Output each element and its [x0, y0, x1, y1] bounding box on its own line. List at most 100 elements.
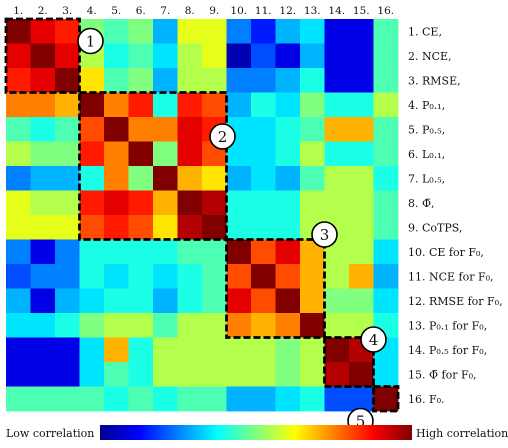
x-tick-label: 11. [255, 5, 272, 17]
heatmap-cell [226, 166, 252, 191]
heatmap-cell [226, 92, 252, 118]
heatmap-cell [30, 264, 56, 289]
heatmap-cell [30, 19, 56, 44]
heatmap-cell [202, 288, 227, 314]
heatmap-cell [153, 68, 178, 93]
heatmap-cell [79, 190, 105, 216]
heatmap-cell [226, 215, 252, 240]
heatmap-cell [55, 264, 80, 289]
x-tick-label: 7. [160, 5, 170, 17]
heatmap-cell [275, 117, 301, 142]
heatmap-cell [251, 386, 276, 412]
heatmap-cell [300, 313, 325, 338]
x-tick-label: 12. [279, 5, 296, 17]
x-tick-label: 10. [230, 5, 247, 17]
heatmap-cell [349, 141, 374, 167]
heatmap-cell [226, 386, 252, 412]
heatmap-cell [55, 117, 80, 142]
heatmap-cell [177, 239, 203, 265]
heatmap-cell [202, 215, 227, 240]
x-tick-label: 1. [13, 5, 23, 17]
row-label: 5. P₀.₅, [408, 123, 445, 136]
heatmap-cell [6, 362, 31, 387]
heatmap-cell [251, 362, 276, 387]
heatmap-cell [55, 141, 80, 167]
heatmap-cell [30, 92, 56, 118]
heatmap-cell [324, 190, 350, 216]
heatmap-cell [55, 43, 80, 69]
heatmap-cell [30, 337, 56, 363]
heatmap-cell [104, 386, 129, 412]
heatmap-cell [324, 43, 350, 69]
heatmap-cell [324, 337, 350, 363]
heatmap-cell [55, 337, 80, 363]
heatmap-cell [300, 141, 325, 167]
heatmap-cell [79, 239, 105, 265]
heatmap-cell [373, 215, 399, 240]
heatmap-cell [324, 386, 350, 412]
row-label: 1. CE, [408, 25, 442, 38]
row-label: 14. P₀.₅ for F₀, [408, 344, 487, 357]
heatmap-cell [6, 68, 31, 93]
row-label: 2. NCE, [408, 50, 452, 63]
group-badge-number: 3 [320, 226, 330, 244]
heatmap-cell [275, 43, 301, 69]
heatmap-cell [79, 386, 105, 412]
heatmap-cell [79, 215, 105, 240]
x-tick-label: 5. [111, 5, 121, 17]
heatmap-cell [349, 215, 374, 240]
heatmap-cell [226, 313, 252, 338]
row-label: 10. CE for F₀, [408, 246, 484, 259]
heatmap-cell [153, 92, 178, 118]
heatmap-cell [373, 19, 399, 44]
heatmap-cell [373, 190, 399, 216]
heatmap-cell [79, 141, 105, 167]
heatmap-cell [349, 117, 374, 142]
heatmap-cell [55, 19, 80, 44]
heatmap-cell [104, 141, 129, 167]
heatmap-cell [177, 190, 203, 216]
heatmap-cell [128, 337, 154, 363]
heatmap-cell [153, 239, 178, 265]
heatmap-cell [55, 190, 80, 216]
heatmap-cell [55, 313, 80, 338]
heatmap-cell [128, 68, 154, 93]
heatmap-cell [30, 190, 56, 216]
heatmap-cell [300, 288, 325, 314]
heatmap-cell [30, 386, 56, 412]
heatmap-cell [226, 362, 252, 387]
heatmap-cell [251, 264, 276, 289]
heatmap-cell [55, 92, 80, 118]
heatmap-cell [251, 337, 276, 363]
heatmap-cell [275, 215, 301, 240]
colorbar-low-label: Low correlation [6, 427, 94, 440]
heatmap-cell [373, 141, 399, 167]
heatmap-cell [6, 264, 31, 289]
x-tick-label: 2. [38, 5, 48, 17]
heatmap-cell [275, 288, 301, 314]
heatmap-cell [128, 43, 154, 69]
row-label: 16. F₀. [408, 393, 445, 406]
heatmap-cell [153, 215, 178, 240]
heatmap-cell [177, 215, 203, 240]
heatmap-cell [275, 190, 301, 216]
group-badge-number: 4 [369, 331, 379, 349]
heatmap-cell [226, 239, 252, 265]
row-labels: 1. CE, 2. NCE, 3. RMSE, 4. P₀.₁, 5. P₀.₅, 6. … [408, 25, 503, 406]
heatmap-cell [104, 215, 129, 240]
heatmap-cell [79, 264, 105, 289]
heatmap-cell [202, 166, 227, 191]
heatmap-cell [349, 68, 374, 93]
heatmap-cell [30, 215, 56, 240]
heatmap-cell [226, 337, 252, 363]
heatmap-cell [324, 19, 350, 44]
heatmap-cell [104, 264, 129, 289]
x-tick-label: 14. [328, 5, 345, 17]
heatmap-cell [128, 166, 154, 191]
heatmap-cell [275, 19, 301, 44]
heatmap-cell [153, 43, 178, 69]
heatmap-cell [275, 166, 301, 191]
heatmap-cell [275, 68, 301, 93]
row-label: 11. NCE for F₀, [408, 270, 494, 283]
heatmap-cell [128, 288, 154, 314]
